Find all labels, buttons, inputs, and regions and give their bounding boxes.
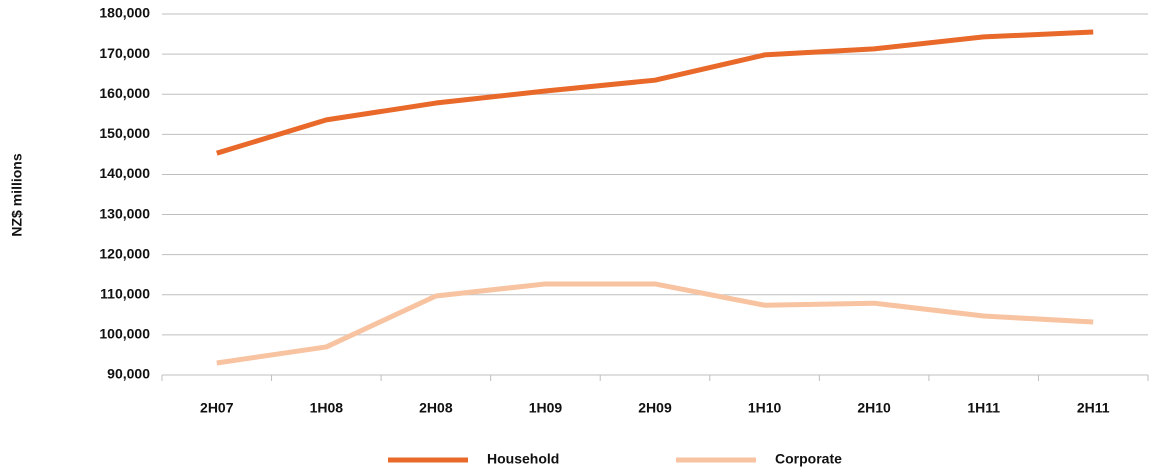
x-tick-label: 2H08 [419,400,453,416]
y-tick-label: 90,000 [107,366,150,382]
y-tick-label: 150,000 [99,125,150,141]
y-tick-label: 130,000 [99,205,150,221]
x-tick-label: 2H11 [1077,400,1110,416]
y-tick-label: 140,000 [99,165,150,181]
y-tick-label: 100,000 [99,326,150,342]
y-tick-label: 120,000 [99,245,150,261]
x-tick-label: 1H09 [529,400,563,416]
x-tick-label: 2H09 [638,400,672,416]
y-tick-label: 160,000 [99,85,150,101]
x-tick-label: 2H10 [857,400,891,416]
legend-label: Household [487,451,559,467]
legend-label: Corporate [775,451,842,467]
series-line [216,29,1094,156]
x-tick-label: 2H07 [200,400,234,416]
x-tick-label: 1H10 [748,400,782,416]
y-axis-label: NZ$ millions [9,153,25,236]
y-tick-label: 180,000 [99,5,150,21]
x-tick-label: 1H11 [967,400,1000,416]
y-tick-label: 110,000 [100,285,150,301]
series-line [216,281,1094,366]
x-tick-label: 1H08 [310,400,344,416]
y-tick-label: 170,000 [99,45,150,61]
